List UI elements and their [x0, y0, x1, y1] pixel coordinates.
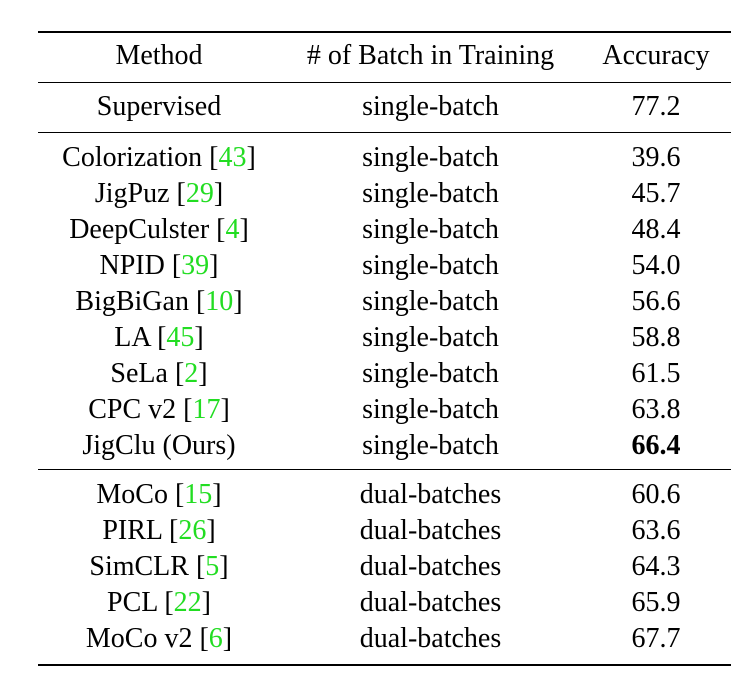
- citation-link[interactable]: 43: [218, 142, 247, 173]
- method-name: JigClu (Ours): [82, 430, 236, 461]
- method-header: Method: [115, 40, 203, 71]
- table-row: PIRL [26] dual-batches 63.6: [38, 513, 731, 549]
- accuracy-cell: 58.8: [631, 322, 681, 353]
- batch-cell: single-batch: [362, 394, 499, 425]
- method-name: MoCo v2: [85, 623, 193, 654]
- citation-link[interactable]: 10: [205, 286, 234, 317]
- method-cell: LA [45]: [114, 322, 204, 353]
- method-cell: SeLa [2]: [110, 358, 208, 389]
- citation-link[interactable]: 15: [184, 479, 213, 510]
- batch-cell: single-batch: [362, 358, 499, 389]
- method-name: BigBiGan: [75, 286, 189, 317]
- citation-link[interactable]: 22: [173, 587, 202, 618]
- accuracy-cell: 48.4: [631, 214, 681, 245]
- batch-cell: single-batch: [362, 322, 499, 353]
- batch-header: # of Batch in Training: [306, 40, 555, 71]
- method-cell: PCL [22]: [107, 587, 211, 618]
- batch-cell: single-batch: [362, 178, 499, 209]
- accuracy-cell: 77.2: [631, 91, 681, 122]
- citation-link[interactable]: 6: [208, 623, 223, 654]
- method-name: NPID: [99, 250, 165, 281]
- accuracy-cell: 56.6: [631, 286, 681, 317]
- table-row: Colorization [43] single-batch 39.6: [38, 140, 731, 176]
- table-row: LA [45] single-batch 58.8: [38, 320, 731, 356]
- batch-cell: dual-batches: [359, 479, 502, 510]
- accuracy-cell: 65.9: [631, 587, 681, 618]
- accuracy-cell: 64.3: [631, 551, 681, 582]
- batch-cell: single-batch: [362, 250, 499, 281]
- citation-link[interactable]: 29: [185, 178, 214, 209]
- method-name: DeepCulster: [69, 214, 210, 245]
- batch-cell: dual-batches: [359, 551, 502, 582]
- batch-cell: single-batch: [362, 214, 499, 245]
- table-row: MoCo v2 [6] dual-batches 67.7: [38, 621, 731, 657]
- method-name: MoCo: [96, 479, 168, 510]
- table-row: CPC v2 [17] single-batch 63.8: [38, 392, 731, 428]
- table-row: JigPuz [29] single-batch 45.7: [38, 176, 731, 212]
- table-row: BigBiGan [10] single-batch 56.6: [38, 284, 731, 320]
- accuracy-cell: 60.6: [631, 479, 681, 510]
- accuracy-cell: 63.8: [631, 394, 681, 425]
- citation-link[interactable]: 5: [205, 551, 220, 582]
- method-name: LA: [114, 322, 151, 353]
- top-rule: [38, 31, 731, 33]
- citation-link[interactable]: 17: [192, 394, 221, 425]
- accuracy-cell: 67.7: [631, 623, 681, 654]
- accuracy-header: Accuracy: [602, 40, 710, 71]
- method-name: JigPuz: [94, 178, 170, 209]
- section-rule: [38, 132, 731, 133]
- method-cell: SimCLR [5]: [89, 551, 229, 582]
- batch-cell: dual-batches: [359, 587, 502, 618]
- accuracy-cell: 39.6: [631, 142, 681, 173]
- method-cell: BigBiGan [10]: [75, 286, 243, 317]
- table-row: JigClu (Ours) single-batch 66.4: [38, 428, 731, 464]
- citation-link[interactable]: 2: [184, 358, 199, 389]
- table-row: PCL [22] dual-batches 65.9: [38, 585, 731, 621]
- batch-cell: dual-batches: [359, 515, 502, 546]
- table-row: Supervised single-batch 77.2: [38, 89, 731, 125]
- accuracy-cell: 61.5: [631, 358, 681, 389]
- method-name: PIRL: [102, 515, 162, 546]
- table-row: NPID [39] single-batch 54.0: [38, 248, 731, 284]
- method-cell: NPID [39]: [99, 250, 219, 281]
- method-cell: JigClu (Ours): [38, 428, 280, 464]
- accuracy-cell: 45.7: [631, 178, 681, 209]
- citation-link[interactable]: 39: [181, 250, 210, 281]
- header-row: Method # of Batch in Training Accuracy: [38, 38, 731, 74]
- batch-cell: single-batch: [362, 430, 499, 461]
- batch-cell: single-batch: [362, 286, 499, 317]
- method-cell: PIRL [26]: [102, 515, 216, 546]
- method-cell: DeepCulster [4]: [69, 214, 249, 245]
- method-name: CPC v2: [88, 394, 177, 425]
- method-name: Supervised: [96, 91, 222, 122]
- citation-link[interactable]: 26: [178, 515, 207, 546]
- table-row: SeLa [2] single-batch 61.5: [38, 356, 731, 392]
- method-cell: Supervised: [38, 89, 280, 125]
- method-cell: MoCo [15]: [96, 479, 222, 510]
- method-name: Colorization: [62, 142, 203, 173]
- section-rule: [38, 469, 731, 470]
- citation-link[interactable]: 4: [225, 214, 240, 245]
- batch-cell: single-batch: [362, 142, 499, 173]
- citation-link[interactable]: 45: [166, 322, 195, 353]
- table-row: SimCLR [5] dual-batches 64.3: [38, 549, 731, 585]
- batch-cell: dual-batches: [359, 623, 502, 654]
- table-row: MoCo [15] dual-batches 60.6: [38, 477, 731, 513]
- header-rule: [38, 82, 731, 83]
- method-name: SeLa: [110, 358, 168, 389]
- method-name: SimCLR: [89, 551, 189, 582]
- method-cell: JigPuz [29]: [94, 178, 224, 209]
- accuracy-cell-best: 66.4: [631, 430, 681, 461]
- method-cell: MoCo v2 [6]: [85, 623, 233, 654]
- bottom-rule: [38, 664, 731, 666]
- accuracy-cell: 54.0: [631, 250, 681, 281]
- accuracy-cell: 63.6: [631, 515, 681, 546]
- method-cell: CPC v2 [17]: [88, 394, 230, 425]
- table-row: DeepCulster [4] single-batch 48.4: [38, 212, 731, 248]
- method-cell: Colorization [43]: [62, 142, 256, 173]
- batch-cell: single-batch: [362, 91, 499, 122]
- method-name: PCL: [107, 587, 158, 618]
